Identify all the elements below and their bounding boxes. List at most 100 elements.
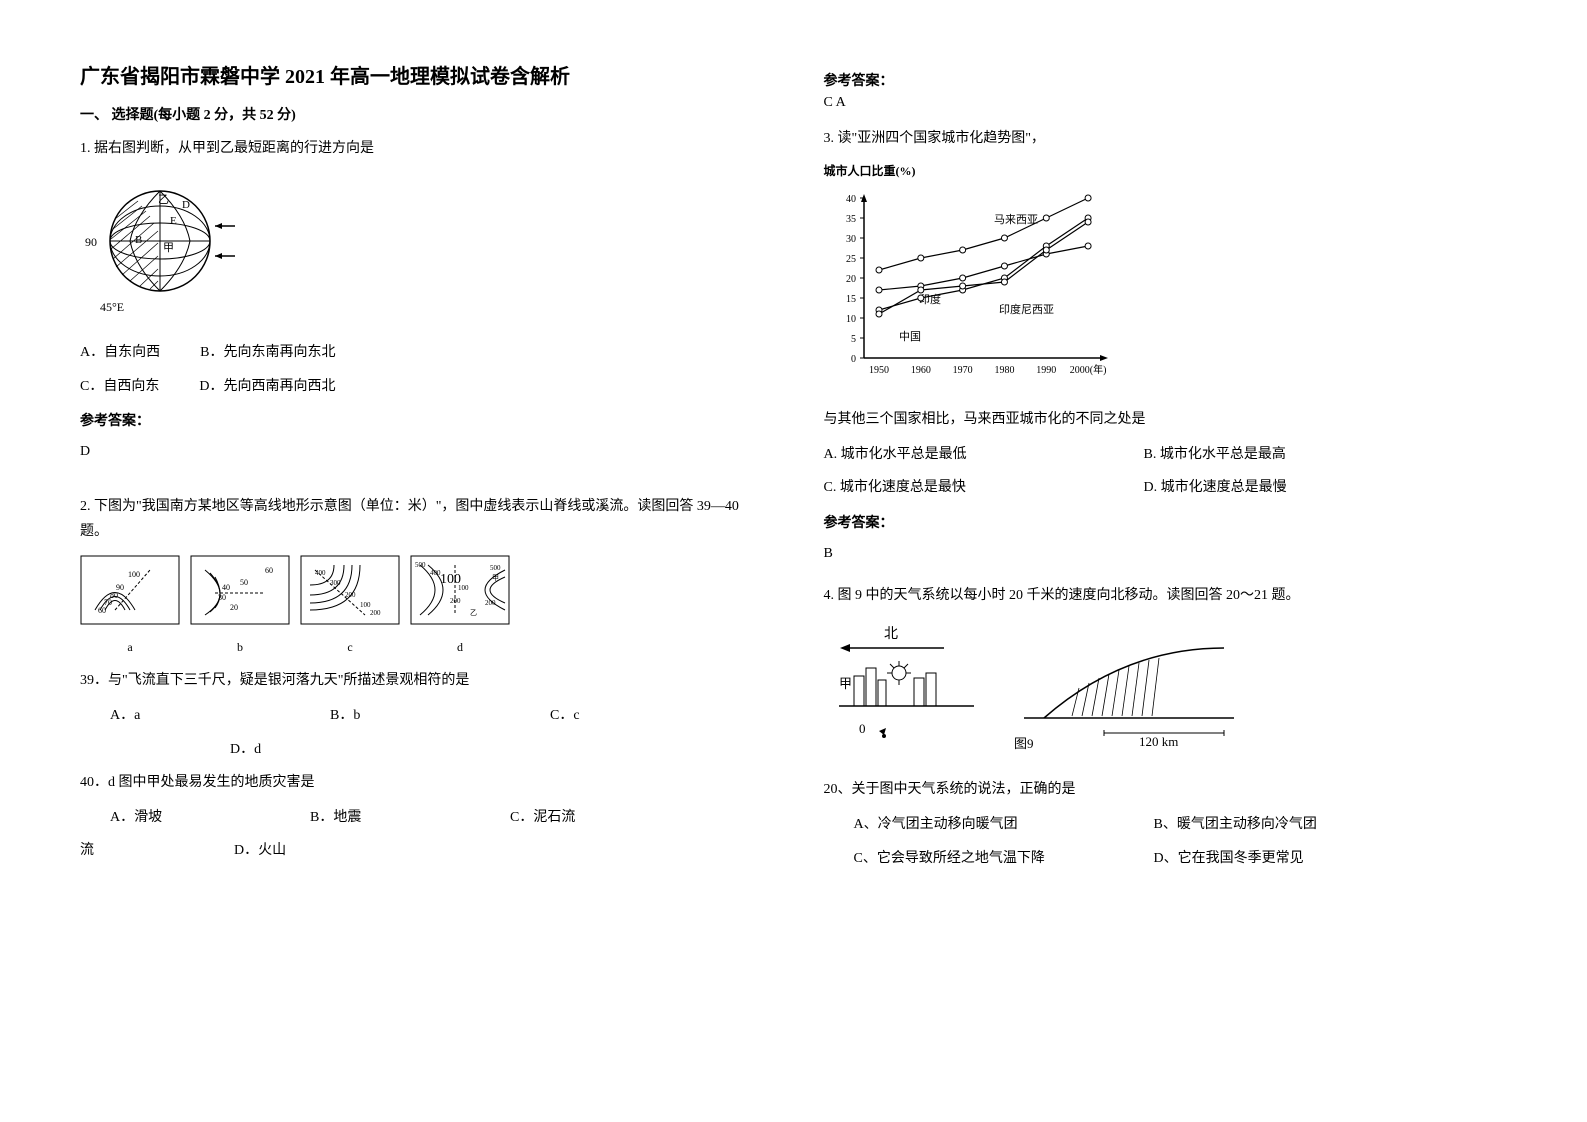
question-2: 2. 下图为"我国南方某地区等高线地形示意图（单位：米）"，图中虚线表示山脊线或…: [80, 494, 764, 871]
svg-text:甲: 甲: [163, 242, 174, 254]
q4-text: 4. 图 9 中的天气系统以每小时 20 千米的速度向北移动。读图回答 20～2…: [824, 583, 1508, 608]
subfig-a: 100 90 80 70 60 a: [80, 555, 180, 659]
q1-optD: D．先向西南再向西北: [199, 374, 335, 399]
label-c: c: [300, 637, 400, 659]
right-column: 参考答案： C A 3. 读"亚洲四个国家城市化趋势图"， 城市人口比重(%) …: [824, 60, 1508, 1062]
svg-text:0: 0: [851, 354, 856, 365]
q20-optD: D、它在我国冬季更常见: [1154, 846, 1304, 871]
q3-options-row1: A. 城市化水平总是最低 B. 城市化水平总是最高: [824, 442, 1508, 467]
q3-optC: C. 城市化速度总是最快: [824, 475, 1104, 500]
q39-optA: A．a: [110, 703, 290, 728]
svg-text:300: 300: [330, 579, 341, 587]
svg-text:35: 35: [846, 214, 856, 225]
contour-d: 500 400 100 100 200 乙 500 甲 200: [410, 555, 510, 625]
svg-text:30: 30: [846, 234, 856, 245]
q2-text: 2. 下图为"我国南方某地区等高线地形示意图（单位：米）"，图中虚线表示山脊线或…: [80, 494, 764, 544]
q40-options: A．滑坡 B．地震 C．泥石流: [110, 805, 764, 830]
weather-system-diagram: 北 甲 0: [824, 618, 1244, 758]
svg-text:0: 0: [859, 721, 866, 736]
question-3: 3. 读"亚洲四个国家城市化趋势图"， 城市人口比重(%) 0510152025…: [824, 126, 1508, 568]
q1-text: 1. 据右图判断，从甲到乙最短距离的行进方向是: [80, 136, 764, 161]
section-header: 一、 选择题(每小题 2 分，共 52 分): [80, 104, 764, 124]
svg-text:120 km: 120 km: [1139, 734, 1178, 749]
contour-c: 400 300 200 100 200: [300, 555, 400, 625]
q3-optA: A. 城市化水平总是最低: [824, 442, 1104, 467]
svg-text:10: 10: [846, 314, 856, 325]
question-4: 4. 图 9 中的天气系统以每小时 20 千米的速度向北移动。读图回答 20～2…: [824, 583, 1508, 879]
svg-text:400: 400: [315, 569, 326, 577]
svg-text:乙: 乙: [470, 609, 477, 617]
q3-options-row2: C. 城市化速度总是最快 D. 城市化速度总是最慢: [824, 475, 1508, 500]
q1-optA: A．自东向西: [80, 340, 160, 365]
svg-text:20: 20: [230, 603, 238, 612]
contour-b: 60 50 40 30 20: [190, 555, 290, 625]
svg-text:中国: 中国: [899, 330, 921, 343]
svg-text:30: 30: [218, 593, 226, 602]
q39-options2: D．d: [230, 737, 764, 762]
svg-text:甲: 甲: [492, 574, 499, 582]
svg-text:北: 北: [884, 626, 898, 642]
svg-text:40: 40: [846, 194, 856, 205]
q1-options-row2: C．自西向东 D．先向西南再向西北: [80, 374, 764, 399]
svg-text:100: 100: [128, 570, 140, 579]
q40-optB: B．地震: [310, 805, 470, 830]
label-a: a: [80, 637, 180, 659]
q4-figure: 北 甲 0: [824, 618, 1508, 767]
q1-answer-label: 参考答案：: [80, 409, 764, 434]
q39-optB: B．b: [330, 703, 510, 728]
svg-text:20: 20: [846, 274, 856, 285]
svg-text:100: 100: [458, 584, 469, 592]
q40-text: 40．d 图中甲处最易发生的地质灾害是: [80, 770, 764, 795]
q1-figure: 90 45°E 乙 D E B 甲: [80, 171, 764, 330]
q3-answer: B: [824, 541, 1508, 566]
svg-text:60: 60: [265, 566, 273, 575]
svg-text:60: 60: [98, 606, 106, 615]
svg-text:E: E: [170, 215, 177, 227]
q3-optD: D. 城市化速度总是最慢: [1144, 475, 1287, 500]
q3-answer-label: 参考答案：: [824, 511, 1508, 536]
svg-text:1990: 1990: [1036, 365, 1056, 376]
q3-subtext: 与其他三个国家相比，马来西亚城市化的不同之处是: [824, 407, 1508, 432]
subfig-b: 60 50 40 30 20 b: [190, 555, 290, 659]
svg-text:200: 200: [450, 597, 461, 605]
subfig-d: 500 400 100 100 200 乙 500 甲 200 d: [410, 555, 510, 659]
svg-text:15: 15: [846, 294, 856, 305]
q20-optB: B、暖气团主动移向冷气团: [1154, 812, 1317, 837]
q40-optD: D．火山: [234, 838, 286, 863]
subfig-c: 400 300 200 100 200 c: [300, 555, 400, 659]
q1-optC: C．自西向东: [80, 374, 159, 399]
globe-diagram: 90 45°E 乙 D E B 甲: [80, 171, 240, 321]
svg-text:40: 40: [222, 583, 230, 592]
svg-text:500: 500: [490, 564, 501, 572]
svg-text:5: 5: [851, 334, 856, 345]
col2-answer-label: 参考答案：: [824, 70, 1508, 90]
label-b: b: [190, 637, 290, 659]
svg-text:图9: 图9: [1014, 736, 1034, 751]
svg-text:200: 200: [345, 591, 356, 599]
svg-text:1970: 1970: [952, 365, 972, 376]
svg-text:1980: 1980: [994, 365, 1014, 376]
svg-text:45°E: 45°E: [100, 300, 124, 314]
svg-text:50: 50: [240, 578, 248, 587]
q20-options-row1: A、冷气团主动移向暖气团 B、暖气团主动移向冷气团: [854, 812, 1508, 837]
svg-text:2000(年): 2000(年): [1069, 363, 1106, 376]
urbanization-chart: 0510152025303540195019601970198019902000…: [824, 188, 1124, 388]
contour-a: 100 90 80 70 60: [80, 555, 180, 625]
svg-text:200: 200: [485, 599, 496, 607]
q1-options-row1: A．自东向西 B．先向东南再向东北: [80, 340, 764, 365]
col2-answer: C A: [824, 95, 1508, 111]
q20-options-row2: C、它会导致所经之地气温下降 D、它在我国冬季更常见: [854, 846, 1508, 871]
q39-optC: C．c: [550, 703, 580, 728]
svg-text:1960: 1960: [910, 365, 930, 376]
q39-optD: D．d: [230, 737, 261, 762]
left-column: 广东省揭阳市霖磐中学 2021 年高一地理模拟试卷含解析 一、 选择题(每小题 …: [80, 60, 764, 1062]
q1-optB: B．先向东南再向东北: [200, 340, 335, 365]
q3-chart: 城市人口比重(%) 051015202530354019501960197019…: [824, 161, 1508, 397]
q39-text: 39．与"飞流直下三千尺，疑是银河落九天"所描述景观相符的是: [80, 668, 764, 693]
question-1: 1. 据右图判断，从甲到乙最短距离的行进方向是 90: [80, 136, 764, 479]
svg-text:B: B: [135, 234, 142, 246]
page-title: 广东省揭阳市霖磐中学 2021 年高一地理模拟试卷含解析: [80, 60, 764, 89]
q39-options: A．a B．b C．c: [110, 703, 764, 728]
q40-options2: 流 D．火山: [80, 838, 764, 863]
svg-text:25: 25: [846, 254, 856, 265]
